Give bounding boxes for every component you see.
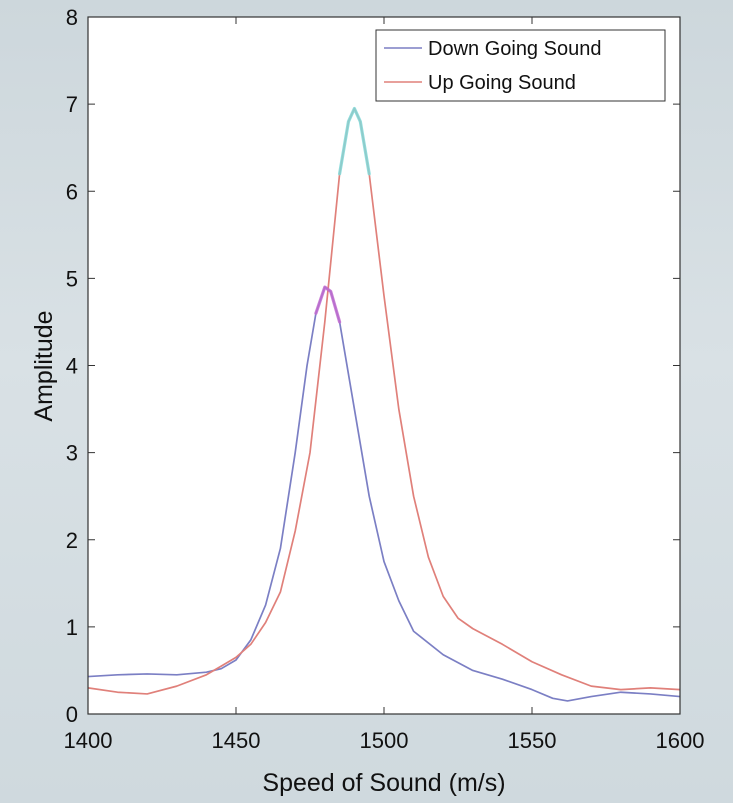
legend: Down Going Sound Up Going Sound [375, 29, 666, 102]
legend-box [375, 29, 666, 102]
x-tick-label: 1500 [360, 728, 409, 753]
y-tick-label: 8 [66, 5, 78, 30]
legend-label-up-going: Up Going Sound [428, 72, 576, 94]
x-tick-label: 1400 [64, 728, 113, 753]
y-tick-label: 2 [66, 528, 78, 553]
y-tick-label: 6 [66, 179, 78, 204]
y-axis-label: Amplitude [30, 310, 58, 421]
plot-area [88, 17, 680, 714]
y-tick-label: 4 [66, 354, 78, 379]
y-tick-label: 1 [66, 615, 78, 640]
x-tick-label: 1600 [656, 728, 705, 753]
y-tick-label: 0 [66, 702, 78, 727]
y-tick-label: 3 [66, 441, 78, 466]
y-tick-label: 7 [66, 92, 78, 117]
x-tick-label: 1550 [508, 728, 557, 753]
peak-highlight-1 [338, 106, 371, 176]
y-tick-label: 5 [66, 266, 78, 291]
x-tick-label: 1450 [212, 728, 261, 753]
series-layer [87, 106, 681, 702]
x-axis-label: Speed of Sound (m/s) [262, 769, 505, 797]
peak-highlight-0 [314, 285, 342, 324]
legend-label-down-going: Down Going Sound [428, 38, 601, 60]
ticks-layer: 1400 1450 1500 1550 1600 0 1 2 3 4 5 6 7 8 [64, 5, 705, 753]
